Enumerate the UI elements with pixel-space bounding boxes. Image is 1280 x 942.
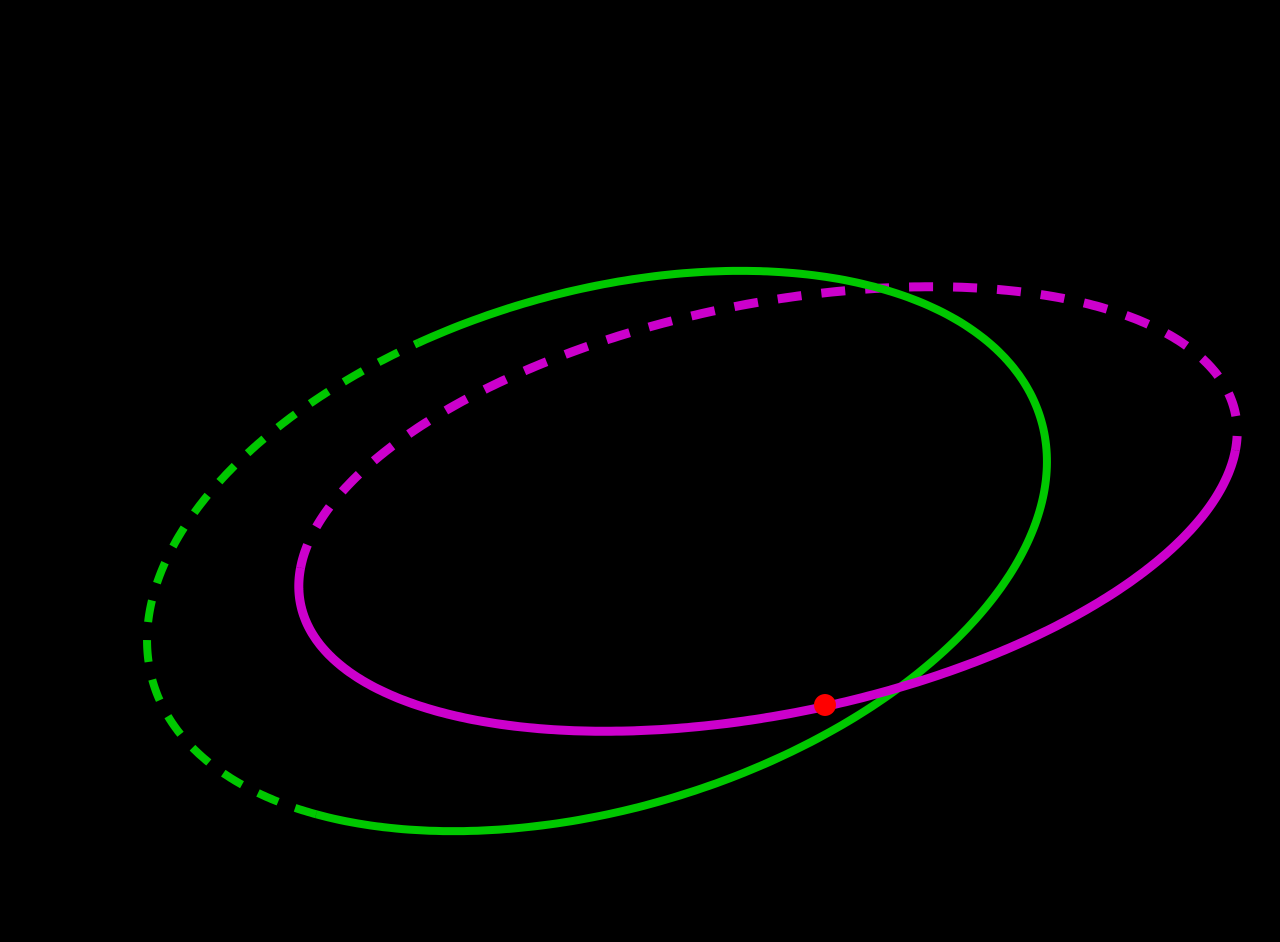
magenta-orbit-dashed-arc	[296, 282, 1242, 569]
series-group	[143, 266, 1242, 836]
annotation-group	[814, 694, 836, 716]
green-orbit-dashed-arc	[143, 339, 421, 819]
magenta-orbit-solid-arc	[294, 449, 1240, 736]
intersection-marker-icon	[814, 694, 836, 716]
green-orbit-solid-arc	[315, 266, 1051, 836]
